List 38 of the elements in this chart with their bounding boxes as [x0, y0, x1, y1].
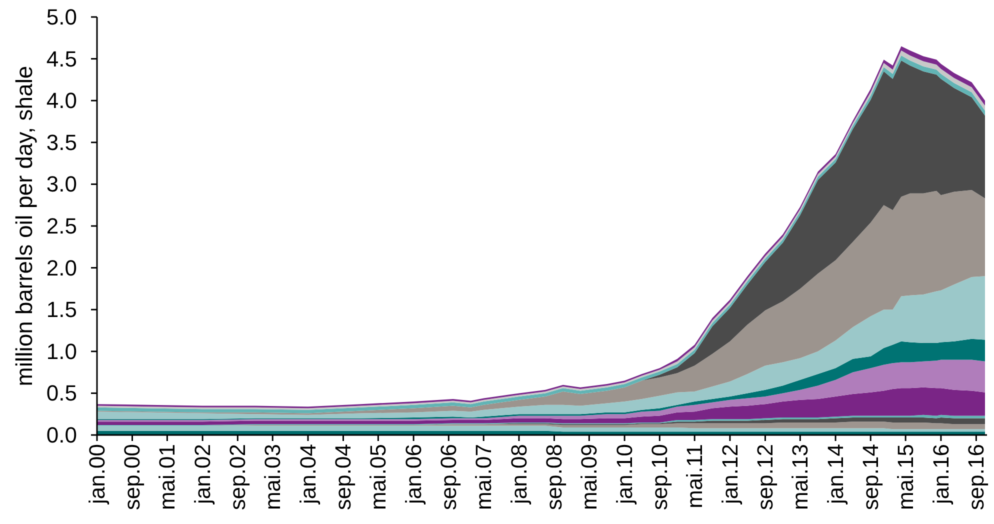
x-tick-label: jan.10: [612, 444, 638, 505]
x-tick-label: sep.16: [964, 444, 989, 510]
x-tick-label: mai.01: [154, 444, 180, 510]
x-tick-label: sep.12: [752, 444, 778, 510]
x-tick-label: mai.11: [682, 444, 708, 508]
x-tick-label: mai.07: [471, 444, 496, 510]
x-tick-label: mai.13: [788, 444, 813, 510]
x-tick-label: jan.06: [401, 444, 426, 505]
y-tick-label: 4.5: [46, 46, 77, 72]
y-tick-label: 5.0: [46, 4, 77, 30]
y-axis-title: million barrels oil per day, shale: [11, 66, 37, 386]
y-tick-label: 0.5: [46, 380, 77, 406]
x-tick-label: mai.03: [260, 444, 286, 510]
y-tick-label: 3.0: [46, 172, 77, 197]
y-tick-label: 2.5: [46, 214, 77, 238]
x-tick-label: jan.08: [506, 444, 532, 505]
x-tick-label: jan.14: [823, 444, 848, 505]
x-tick-label: sep.14: [858, 444, 884, 510]
x-tick-label: sep.00: [120, 444, 145, 510]
x-tick-label: sep.04: [330, 444, 356, 510]
x-tick-label: jan.02: [190, 444, 216, 505]
x-tick-label: jan.00: [84, 444, 110, 505]
x-tick-label: jan.12: [717, 444, 742, 505]
x-tick-label: mai.09: [576, 444, 602, 510]
x-tick-label: mai.05: [366, 444, 391, 510]
y-tick-label: 4.0: [46, 88, 77, 114]
x-tick-label: sep.02: [225, 444, 250, 510]
y-tick-label: 2.0: [46, 255, 77, 280]
y-tick-label: 1.0: [46, 338, 77, 364]
x-tick-label: jan.04: [295, 444, 320, 505]
x-tick-label: sep.10: [647, 444, 672, 510]
x-tick-label: sep.06: [436, 444, 462, 510]
y-tick-label: 3.5: [46, 130, 77, 155]
x-tick-label: mai.15: [893, 444, 918, 510]
x-tick-label: sep.08: [542, 444, 567, 510]
y-tick-label: 1.5: [46, 297, 77, 322]
y-tick-label: 0.0: [46, 422, 77, 448]
x-tick-label: jan.16: [928, 444, 954, 505]
